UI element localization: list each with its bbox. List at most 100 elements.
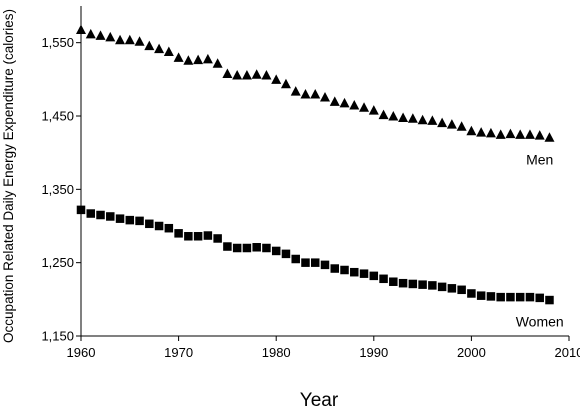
men-data-point — [222, 68, 233, 78]
men-data-point — [202, 53, 213, 64]
women-data-point — [447, 284, 457, 293]
men-data-point — [290, 86, 301, 96]
men-data-point — [378, 109, 389, 120]
women-data-point — [369, 271, 379, 281]
women-data-point — [252, 243, 261, 252]
series-label-women: Women — [516, 314, 564, 330]
series-labels: Men Women — [516, 151, 564, 329]
men-data-point — [329, 96, 340, 106]
men-data-point — [466, 125, 477, 136]
men-data-point — [446, 119, 457, 129]
men-data-point — [95, 30, 106, 40]
women-data-point — [330, 264, 340, 273]
women-data-point — [350, 267, 359, 277]
women-data-point — [437, 282, 447, 292]
men-data-point — [515, 129, 526, 139]
men-data-point — [524, 129, 535, 139]
men-data-point — [163, 46, 174, 56]
men-data-point — [456, 121, 467, 131]
men-data-point — [485, 127, 496, 138]
x-tick-label: 1960 — [67, 345, 96, 360]
women-data-point — [408, 279, 418, 289]
plot-markers — [76, 24, 555, 305]
women-data-point — [496, 292, 505, 302]
x-tick-label: 1980 — [262, 345, 291, 360]
x-tick-label: 2010 — [555, 345, 580, 360]
men-data-point — [427, 115, 438, 125]
women-data-point — [213, 234, 222, 243]
women-data-point — [379, 274, 388, 284]
men-data-point — [105, 31, 116, 42]
women-data-point — [203, 231, 213, 240]
women-data-point — [301, 258, 310, 267]
women-data-point — [164, 223, 174, 233]
y-axis: 1,150 1,250 1,350 1,450 1,550 — [41, 6, 82, 344]
x-axis-title: Year — [300, 390, 339, 411]
x-tick-label: 1990 — [359, 345, 388, 360]
women-data-point — [428, 281, 437, 290]
men-data-point — [85, 28, 96, 39]
women-data-point — [145, 219, 154, 229]
y-tick-label: 1,150 — [41, 329, 74, 344]
men-data-point — [407, 113, 418, 123]
men-data-point — [124, 34, 135, 45]
women-data-point — [135, 216, 144, 226]
women-data-point — [535, 293, 544, 303]
men-data-point — [437, 117, 448, 128]
women-data-point — [389, 277, 398, 286]
x-axis: 1960 1970 1980 1990 2000 2010 — [67, 335, 580, 360]
men-data-point — [417, 114, 428, 125]
women-data-point — [545, 295, 554, 305]
women-data-point — [76, 205, 86, 215]
men-data-point — [212, 58, 223, 68]
men-data-point — [300, 89, 311, 99]
men-data-point — [505, 128, 516, 139]
men-data-point — [232, 69, 243, 80]
women-data-point — [320, 260, 330, 270]
men-data-point — [398, 112, 409, 122]
x-tick-label: 1970 — [164, 345, 193, 360]
y-axis-title: Occupation Related Daily Energy Expendit… — [1, 9, 16, 343]
women-data-point — [525, 292, 535, 302]
men-data-point — [134, 36, 145, 46]
women-data-point — [398, 278, 408, 288]
men-data-point — [76, 24, 86, 34]
x-tick-label: 2000 — [457, 345, 486, 360]
men-data-point — [476, 127, 487, 137]
men-data-point — [368, 105, 379, 115]
men-data-point — [154, 43, 165, 54]
y-tick-label: 1,350 — [41, 182, 74, 197]
men-data-point — [261, 69, 272, 80]
women-data-point — [359, 269, 369, 278]
men-data-point — [310, 89, 321, 99]
women-data-point — [476, 291, 486, 300]
women-data-point — [96, 210, 105, 220]
women-data-point — [174, 229, 183, 238]
women-data-point — [457, 285, 466, 295]
y-tick-label: 1,450 — [41, 109, 74, 124]
women-data-point — [340, 265, 349, 275]
women-data-point — [223, 242, 232, 251]
men-data-point — [359, 102, 370, 112]
men-data-point — [251, 69, 262, 79]
women-data-point — [242, 243, 252, 253]
women-data-point — [271, 246, 281, 256]
women-data-point — [232, 243, 242, 253]
women-data-point — [467, 289, 476, 298]
men-data-point — [320, 91, 330, 102]
women-data-point — [86, 209, 96, 218]
men-data-point — [271, 74, 282, 84]
women-data-point — [281, 249, 291, 259]
men-data-point — [388, 111, 399, 121]
women-data-point — [125, 215, 135, 225]
men-data-point — [241, 69, 252, 80]
women-data-point — [310, 258, 320, 267]
women-data-point — [291, 254, 300, 264]
men-data-point — [349, 100, 360, 110]
women-data-point — [184, 232, 193, 241]
women-data-point — [115, 214, 125, 223]
men-data-point — [339, 97, 350, 108]
men-data-point — [495, 129, 506, 139]
y-tick-label: 1,550 — [41, 35, 74, 50]
